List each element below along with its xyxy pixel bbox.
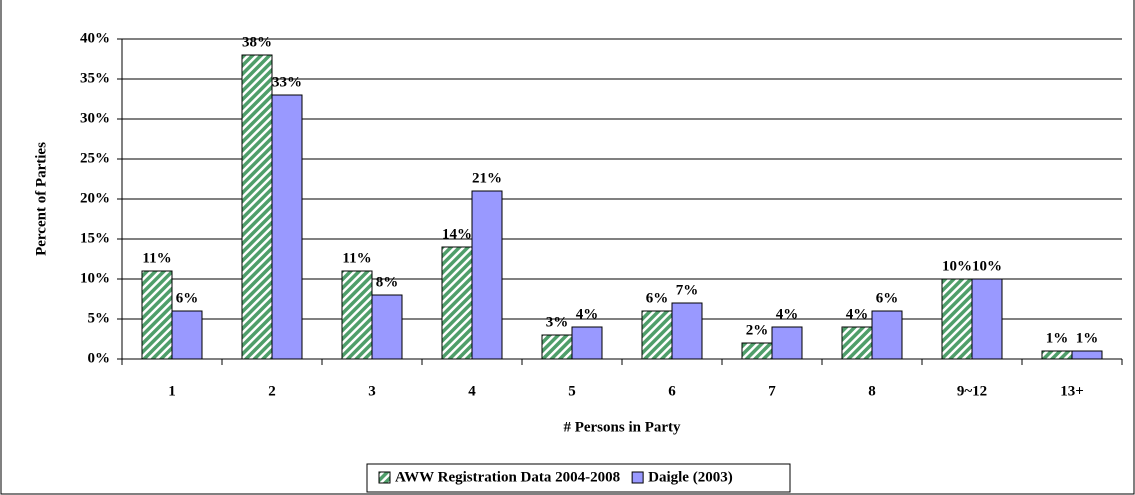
- bar: [341, 270, 373, 360]
- y-axis-label: Percent of Parties: [33, 142, 49, 256]
- x-tick-label: 6: [668, 383, 676, 399]
- value-label: 1%: [1076, 330, 1099, 346]
- legend-label: Daigle (2003): [648, 469, 733, 485]
- value-label: 21%: [472, 170, 502, 186]
- value-label: 3%: [546, 314, 569, 330]
- bar: [1071, 350, 1103, 360]
- value-label: 10%: [942, 258, 972, 274]
- bar: [871, 310, 903, 360]
- x-tick-label: 7: [768, 383, 776, 399]
- bar: [371, 294, 403, 360]
- bar: [1041, 350, 1073, 360]
- y-tick-label: 20%: [80, 190, 110, 206]
- bar: [441, 246, 473, 360]
- value-label: 1%: [1046, 330, 1069, 346]
- value-label: 38%: [242, 34, 272, 50]
- legend-box: [366, 463, 791, 493]
- value-label: 33%: [272, 74, 302, 90]
- bar: [171, 310, 203, 360]
- bar: [271, 94, 303, 360]
- value-label: 11%: [342, 250, 371, 266]
- bar: [571, 326, 603, 360]
- value-label: 6%: [176, 290, 199, 306]
- y-tick-label: 25%: [80, 150, 110, 166]
- x-tick-label: 2: [268, 383, 276, 399]
- bar: [671, 302, 703, 360]
- value-label: 6%: [876, 290, 899, 306]
- x-tick-label: 4: [468, 383, 476, 399]
- bar: [741, 342, 773, 360]
- legend-swatch: [378, 471, 391, 484]
- y-tick-label: 10%: [80, 270, 110, 286]
- bar: [141, 270, 173, 360]
- bar: [771, 326, 803, 360]
- value-label: 14%: [442, 226, 472, 242]
- value-label: 6%: [646, 290, 669, 306]
- x-tick-label: 5: [568, 383, 576, 399]
- legend-label: AWW Registration Data 2004-2008: [395, 469, 620, 485]
- value-label: 4%: [776, 306, 799, 322]
- value-label: 2%: [746, 322, 769, 338]
- bar: [941, 278, 973, 360]
- value-label: 4%: [846, 306, 869, 322]
- y-tick-label: 35%: [80, 70, 110, 86]
- x-tick-label: 1: [168, 383, 176, 399]
- bar: [541, 334, 573, 360]
- value-label: 11%: [142, 250, 171, 266]
- value-label: 8%: [376, 274, 399, 290]
- value-label: 10%: [972, 258, 1002, 274]
- value-label: 7%: [676, 282, 699, 298]
- bar: [641, 310, 673, 360]
- x-axis-label: # Persons in Party: [563, 419, 681, 435]
- value-label: 4%: [576, 306, 599, 322]
- bar: [471, 190, 503, 360]
- x-tick-label: 13+: [1060, 383, 1084, 399]
- y-tick-label: 15%: [80, 230, 110, 246]
- y-tick-label: 5%: [88, 310, 111, 326]
- x-tick-label: 9~12: [957, 383, 987, 399]
- bar: [841, 326, 873, 360]
- x-tick-label: 8: [868, 383, 876, 399]
- bar: [241, 54, 273, 360]
- x-tick-label: 3: [368, 383, 376, 399]
- y-tick-label: 30%: [80, 110, 110, 126]
- bar: [971, 278, 1003, 360]
- y-tick-label: 0%: [88, 350, 111, 366]
- legend-swatch: [631, 471, 644, 484]
- y-tick-label: 40%: [80, 30, 110, 46]
